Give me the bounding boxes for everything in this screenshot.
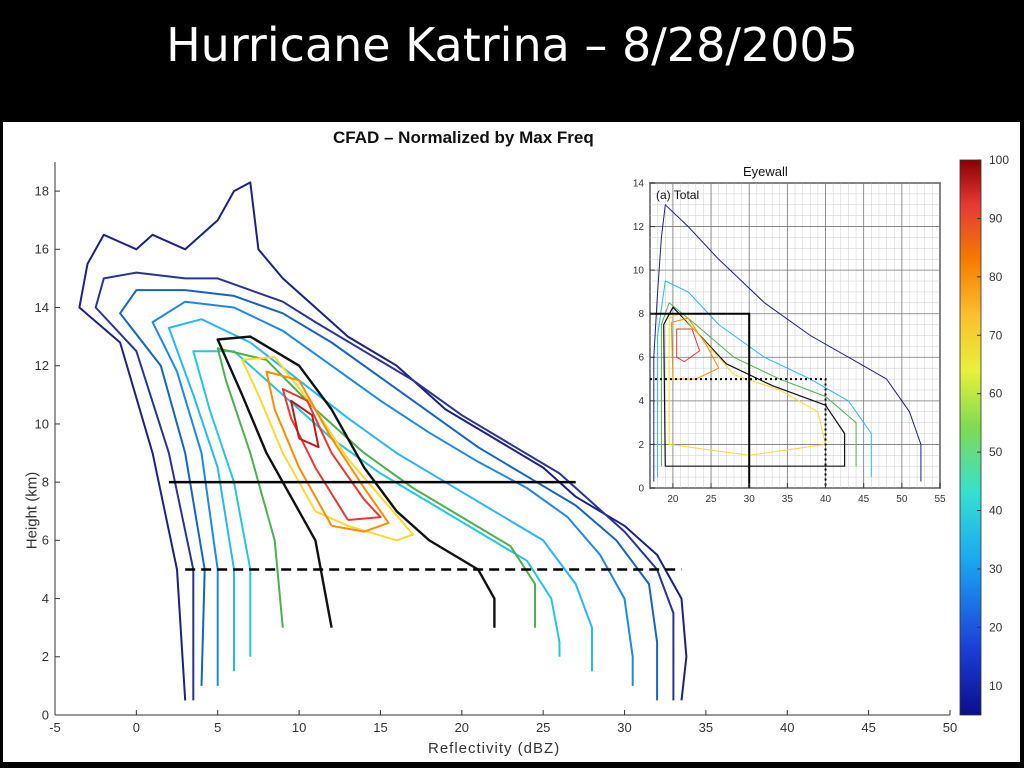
contour-20 — [151, 300, 634, 686]
contour-100 — [290, 399, 320, 449]
y-tick-label: 6 — [42, 533, 49, 548]
x-tick-label: 5 — [214, 720, 221, 735]
colorbar-tick-label: 100 — [989, 153, 1009, 167]
y-tick-label: 18 — [35, 183, 49, 198]
x-tick-label: -5 — [49, 720, 61, 735]
x-tick-label: 10 — [292, 720, 306, 735]
y-tick-label: 2 — [42, 649, 49, 664]
contour-15 — [119, 289, 659, 701]
x-tick-label: 25 — [536, 720, 550, 735]
y-tick-label: 4 — [638, 396, 644, 407]
contour-60 — [216, 335, 496, 628]
colorbar-tick-label: 40 — [989, 504, 1003, 518]
colorbar-tick-label: 30 — [989, 562, 1003, 576]
y-tick-label: 8 — [42, 474, 49, 489]
inset-eyewall-plot: 20 25 30 35 40 45 50 55 0 2 4 6 8 10 12 14 (a) Total — [623, 177, 953, 522]
y-tick-label: 10 — [35, 416, 49, 431]
contour-90 — [281, 388, 382, 521]
x-tick-label: 40 — [820, 494, 832, 505]
y-tick-label: 12 — [35, 358, 49, 373]
figure-panel: -5 0 5 10 15 20 25 30 35 40 45 50 0 2 4 6 8 10 12 14 16 18 20… — [3, 122, 1020, 762]
y-tick-label: 0 — [42, 707, 49, 722]
colorbar-tick-label: 10 — [989, 679, 1003, 693]
colorbar-tick-label: 60 — [989, 387, 1003, 401]
inset-title: Eyewall — [743, 164, 788, 179]
x-tick-label: 0 — [133, 720, 140, 735]
contour-5 — [653, 204, 922, 482]
colorbar-tick-label: 20 — [989, 620, 1003, 634]
y-tick-label: 4 — [42, 591, 49, 606]
contour-80 — [265, 370, 390, 533]
x-tick-label: 50 — [896, 494, 908, 505]
x-tick-label: 30 — [744, 494, 756, 505]
contour-70 — [668, 313, 826, 456]
x-tick-label: 15 — [373, 720, 387, 735]
y-tick-label: 16 — [35, 242, 49, 257]
colorbar: 10 20 30 40 50 60 70 80 90 100 — [959, 153, 1009, 716]
x-tick-label: 45 — [861, 720, 875, 735]
x-tick-label: 35 — [782, 494, 794, 505]
contour-90 — [676, 328, 701, 363]
colorbar-tick-label: 90 — [989, 211, 1003, 225]
x-tick-label: 45 — [858, 494, 870, 505]
contour-10 — [94, 271, 675, 701]
y-tick-label: 0 — [638, 483, 644, 494]
colorbar-tick-label: 70 — [989, 328, 1003, 342]
y-tick-label: 6 — [638, 353, 644, 364]
reference-line-solid — [650, 312, 751, 488]
reference-line-dotted — [650, 378, 827, 488]
colorbar-tick-label: 80 — [989, 270, 1003, 284]
y-tick-label: 14 — [35, 300, 49, 315]
panel-label: (a) Total — [656, 188, 699, 202]
x-tick-label: 40 — [780, 720, 794, 735]
x-tick-label: 35 — [699, 720, 713, 735]
y-tick-label: 10 — [633, 265, 645, 276]
x-tick-label: 50 — [943, 720, 957, 735]
contour-50 — [660, 302, 857, 467]
x-tick-label: 55 — [934, 494, 946, 505]
colorbar-bar — [959, 159, 982, 716]
x-tick-label: 20 — [667, 494, 679, 505]
x-tick-label: 25 — [705, 494, 717, 505]
contour-30 — [657, 280, 872, 478]
x-tick-label: 30 — [617, 720, 631, 735]
y-tick-label: 14 — [633, 178, 645, 189]
y-tick-label: 8 — [638, 309, 644, 320]
y-tick-label: 12 — [633, 222, 645, 233]
y-axis-label: Height (km) — [23, 471, 41, 550]
x-axis-label: Reflectivity (dBZ) — [428, 740, 561, 757]
y-tick-label: 2 — [638, 440, 644, 451]
contour-70 — [241, 356, 414, 542]
chart-title: CFAD – Normalized by Max Freq — [333, 128, 594, 147]
colorbar-tick-label: 50 — [989, 445, 1003, 459]
x-tick-label: 20 — [455, 720, 469, 735]
slide-title: Hurricane Katrina – 8/28/2005 — [166, 18, 858, 72]
